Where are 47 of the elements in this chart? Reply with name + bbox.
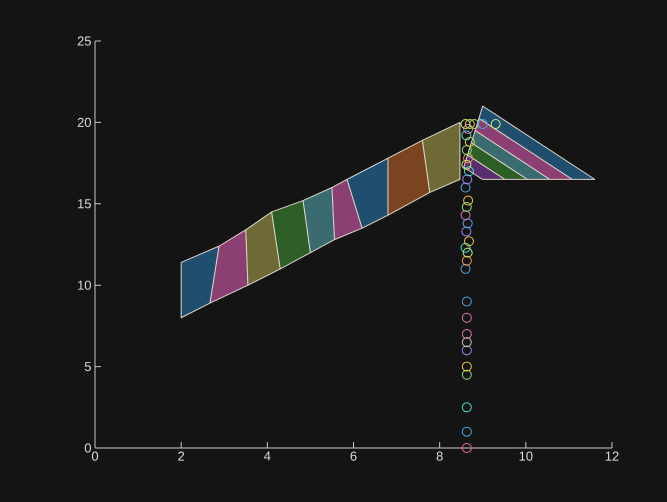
point [461, 160, 472, 170]
x-tick-label: 8 [436, 452, 443, 461]
y-tick-label: 20 [78, 118, 91, 127]
y-tick-label: 5 [84, 362, 91, 372]
point [478, 119, 488, 130]
point [463, 196, 474, 206]
point [462, 337, 472, 348]
point [462, 345, 472, 356]
y-tick-label: 10 [78, 280, 91, 290]
y-tick-label: 15 [78, 199, 91, 208]
point [462, 370, 472, 380]
point [490, 119, 501, 130]
x-tick-label: 4 [264, 452, 271, 460]
point [464, 236, 474, 246]
point [463, 153, 474, 164]
point [462, 248, 473, 258]
point [464, 119, 475, 130]
x-tick-label: 10 [520, 452, 533, 461]
point [464, 166, 474, 176]
x-tick-label: 2 [178, 452, 184, 461]
point [460, 182, 471, 193]
point [464, 136, 475, 147]
point [462, 443, 472, 453]
point [462, 312, 472, 323]
point [469, 119, 480, 130]
point [460, 264, 471, 274]
point [462, 329, 472, 340]
x-tick-label: 0 [92, 452, 98, 461]
point [462, 426, 472, 437]
point [462, 362, 472, 372]
point [463, 124, 474, 134]
point [462, 256, 472, 266]
x-tick-label: 6 [350, 452, 357, 461]
point [462, 402, 472, 412]
point [462, 202, 472, 212]
point [462, 296, 472, 306]
y-tick-label: 0 [84, 443, 91, 453]
point [460, 242, 471, 253]
point [460, 119, 471, 130]
point [462, 218, 473, 228]
point [462, 174, 472, 184]
point [461, 130, 472, 140]
point [460, 210, 471, 220]
y-tick-label: 25 [78, 36, 91, 46]
point [462, 145, 472, 156]
point [461, 226, 472, 236]
x-tick-label: 12 [606, 452, 619, 461]
